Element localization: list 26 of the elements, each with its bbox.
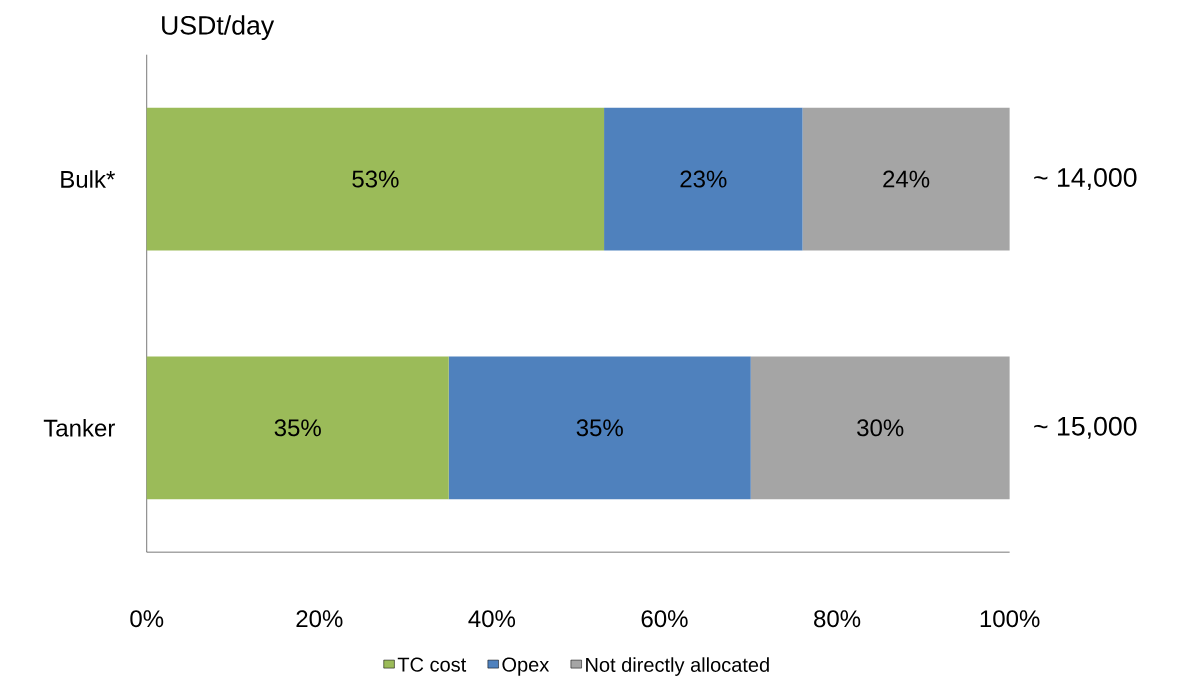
- x-tick-label: 20%: [296, 610, 343, 628]
- bar: [146, 107, 605, 251]
- x-tick-label: 100%: [980, 610, 1040, 628]
- x-tick-label: 60%: [641, 610, 688, 628]
- legend-label: Opex: [502, 657, 550, 676]
- data-label: 53%: [352, 170, 399, 188]
- bar: [604, 107, 803, 251]
- x-tick-label: 40%: [468, 610, 516, 628]
- y-tick-label: Bulk*: [61, 170, 115, 189]
- data-label: 35%: [274, 419, 321, 437]
- bar: [448, 356, 751, 500]
- text: ~ 15,000: [1034, 417, 1137, 440]
- data-label: 30%: [857, 419, 904, 437]
- bar: [750, 356, 1010, 500]
- text: ~ 14,000: [1034, 168, 1137, 191]
- bar: [146, 356, 449, 500]
- data-label: 35%: [576, 419, 623, 437]
- data-label: 23%: [680, 170, 727, 188]
- y-axis-title: USDt/day: [162, 15, 275, 41]
- x-tick-label: 0%: [130, 610, 164, 628]
- legend-label: Not directly allocated: [586, 657, 769, 677]
- y-tick-label: Tanker: [43, 419, 115, 437]
- bar: [802, 107, 1010, 251]
- x-tick-label: 80%: [814, 610, 861, 628]
- legend-label: TC cost: [397, 657, 467, 672]
- data-label: 24%: [883, 170, 930, 188]
